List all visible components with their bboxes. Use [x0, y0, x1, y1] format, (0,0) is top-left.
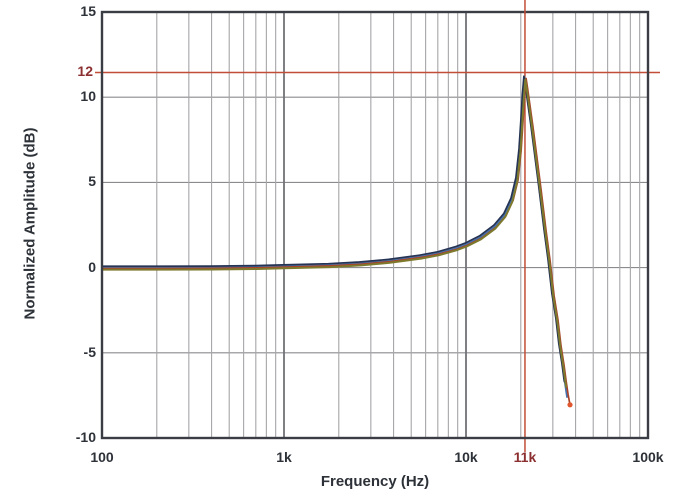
y-axis-title: Normalized Amplitude (dB): [21, 127, 39, 320]
x-axis-title: Frequency (Hz): [320, 473, 430, 490]
x-tick-label-10k: 10k: [454, 449, 478, 465]
x-tick-label-1k: 1k: [276, 449, 292, 465]
series-trace-navy: [101, 75, 566, 383]
y-tick-label--10: -10: [75, 429, 96, 445]
series-trace-blue: [101, 77, 568, 398]
series-trace-red: [102, 77, 571, 406]
trace-end-marker: [567, 402, 573, 408]
y-tick-label--5: -5: [83, 343, 96, 360]
y-tick-label-15: 15: [80, 3, 96, 19]
y-tick-label-5: 5: [88, 173, 96, 190]
series-trace-gray: [101, 76, 564, 366]
x-tick-label-100k: 100k: [632, 449, 664, 465]
horizontal-gridlines: [102, 96, 648, 354]
y-tick-label-0: 0: [88, 258, 96, 275]
x-tick-label-100: 100: [90, 449, 114, 465]
series-trace-olive: [101, 78, 568, 388]
vertical-gridlines: [156, 12, 641, 438]
crosshair-y-label: 12: [77, 63, 93, 80]
plot-frame: [100, 10, 650, 440]
y-tick-label-10: 10: [80, 88, 96, 105]
crosshair-x-label: 11k: [513, 449, 537, 465]
